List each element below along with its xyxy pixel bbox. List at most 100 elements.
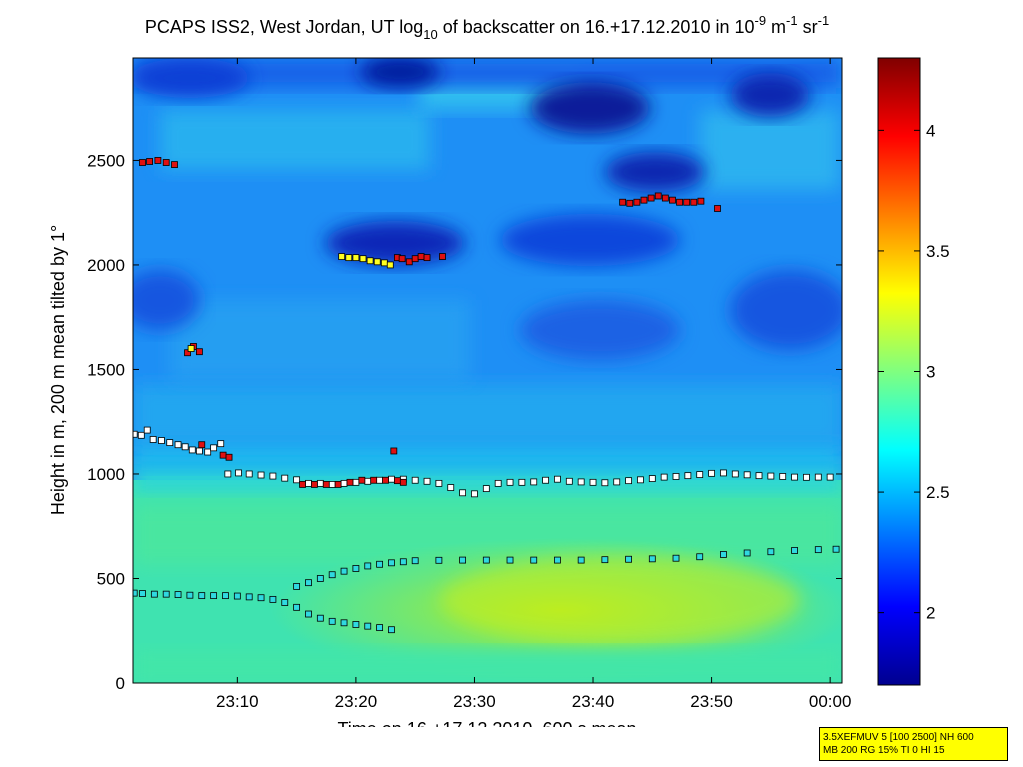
white-square-marker [411, 476, 419, 484]
red-square-marker [139, 159, 146, 166]
red-square-marker [619, 198, 627, 206]
cyan-square-marker [293, 603, 301, 611]
white-square-marker [530, 478, 538, 486]
cyan-square-marker [411, 557, 419, 565]
colorbar-tick-label: 3 [926, 363, 935, 382]
red-square-marker [184, 349, 191, 357]
plot-frame [132, 57, 843, 684]
cyan-square-marker [245, 593, 253, 601]
red-square-marker [417, 253, 425, 260]
red-square-marker [334, 481, 342, 488]
white-square-marker [791, 473, 798, 481]
cyan-square-marker [162, 590, 170, 598]
x-tick-label: 23:10 [216, 692, 259, 711]
cyan-square-marker [305, 579, 312, 587]
annotation-line-1: 3.5XEFMUV 5 [100 2500] NH 600 [823, 732, 974, 743]
red-square-marker [225, 453, 233, 461]
red-square-marker [346, 478, 354, 486]
white-square-marker [471, 490, 478, 498]
white-square-marker [269, 472, 277, 480]
white-square-marker [352, 478, 360, 486]
cyan-square-marker [305, 610, 312, 618]
white-square-marker [731, 470, 739, 478]
white-square-marker [305, 479, 312, 487]
cyan-square-marker [399, 558, 407, 566]
white-square-marker [660, 473, 668, 481]
white-square-marker [826, 473, 834, 481]
red-square-marker [322, 481, 330, 488]
cyan-square-marker [482, 556, 490, 564]
cyan-square-marker [696, 553, 704, 561]
red-square-marker [439, 253, 446, 260]
cyan-square-marker [328, 571, 336, 579]
red-square-marker [398, 255, 406, 263]
white-square-marker [376, 476, 384, 484]
white-square-marker [423, 477, 431, 485]
cyan-square-marker [625, 555, 632, 563]
white-square-marker [637, 476, 644, 484]
white-square-marker [684, 472, 692, 480]
cyan-square-marker [316, 575, 324, 582]
colorbar-tick-label: 2 [926, 604, 935, 623]
cyan-square-marker [364, 562, 372, 570]
y-tick-label: 2500 [87, 151, 125, 170]
white-square-marker [648, 475, 656, 482]
white-square-marker [613, 478, 621, 486]
cyan-square-marker [352, 565, 360, 572]
cyan-square-marker [328, 617, 336, 625]
white-square-marker [720, 469, 727, 477]
white-square-marker [217, 440, 225, 448]
white-square-marker [204, 448, 212, 456]
y-tick-label: 500 [97, 569, 125, 588]
white-square-marker [195, 447, 203, 455]
red-square-marker [310, 481, 318, 488]
x-tick-label: 23:30 [453, 692, 496, 711]
white-square-marker [174, 441, 182, 449]
red-square-marker [195, 348, 203, 356]
white-square-marker [803, 473, 810, 481]
y-axis-label: Height in m, 200 m mean tilted by 1° [48, 225, 68, 515]
cyan-square-marker [293, 583, 301, 590]
white-square-marker [235, 469, 242, 477]
cyan-square-marker [210, 592, 218, 600]
x-tick-label: 00:00 [809, 692, 852, 711]
white-square-marker [482, 485, 490, 493]
white-square-marker [133, 430, 138, 438]
cyan-square-marker [281, 599, 289, 606]
red-square-marker [626, 199, 634, 207]
cyan-square-marker [269, 595, 277, 603]
cyan-square-marker [577, 556, 585, 564]
red-square-marker [676, 198, 683, 206]
yellow-square-marker [380, 259, 388, 267]
white-square-marker [257, 471, 265, 479]
white-square-marker [494, 479, 502, 487]
white-square-marker [755, 472, 763, 480]
yellow-square-marker [359, 255, 367, 263]
white-square-marker [340, 479, 348, 487]
white-square-marker [779, 473, 787, 480]
red-square-marker [633, 198, 641, 206]
white-square-marker [743, 471, 751, 479]
red-square-marker [146, 158, 153, 165]
colorbar-tick-label: 2.5 [926, 483, 950, 502]
red-square-marker [299, 481, 306, 488]
red-square-marker [358, 476, 366, 484]
white-square-marker [166, 439, 174, 447]
white-square-marker [814, 473, 822, 481]
white-square-marker [137, 431, 145, 439]
white-square-marker [328, 481, 336, 488]
red-square-marker [171, 161, 178, 169]
detection-markers [133, 157, 840, 634]
cyan-square-marker [133, 589, 138, 597]
cyan-square-marker [648, 555, 656, 563]
x-tick-label: 23:40 [572, 692, 615, 711]
white-square-marker [589, 478, 597, 486]
cyan-square-marker [233, 592, 241, 600]
white-square-marker [518, 478, 526, 486]
cyan-square-marker [198, 592, 206, 600]
cyan-square-marker [435, 556, 443, 564]
cyan-square-marker [388, 626, 395, 634]
red-square-marker [714, 205, 721, 212]
backscatter-heatmap [133, 58, 842, 683]
white-square-marker [149, 436, 157, 443]
